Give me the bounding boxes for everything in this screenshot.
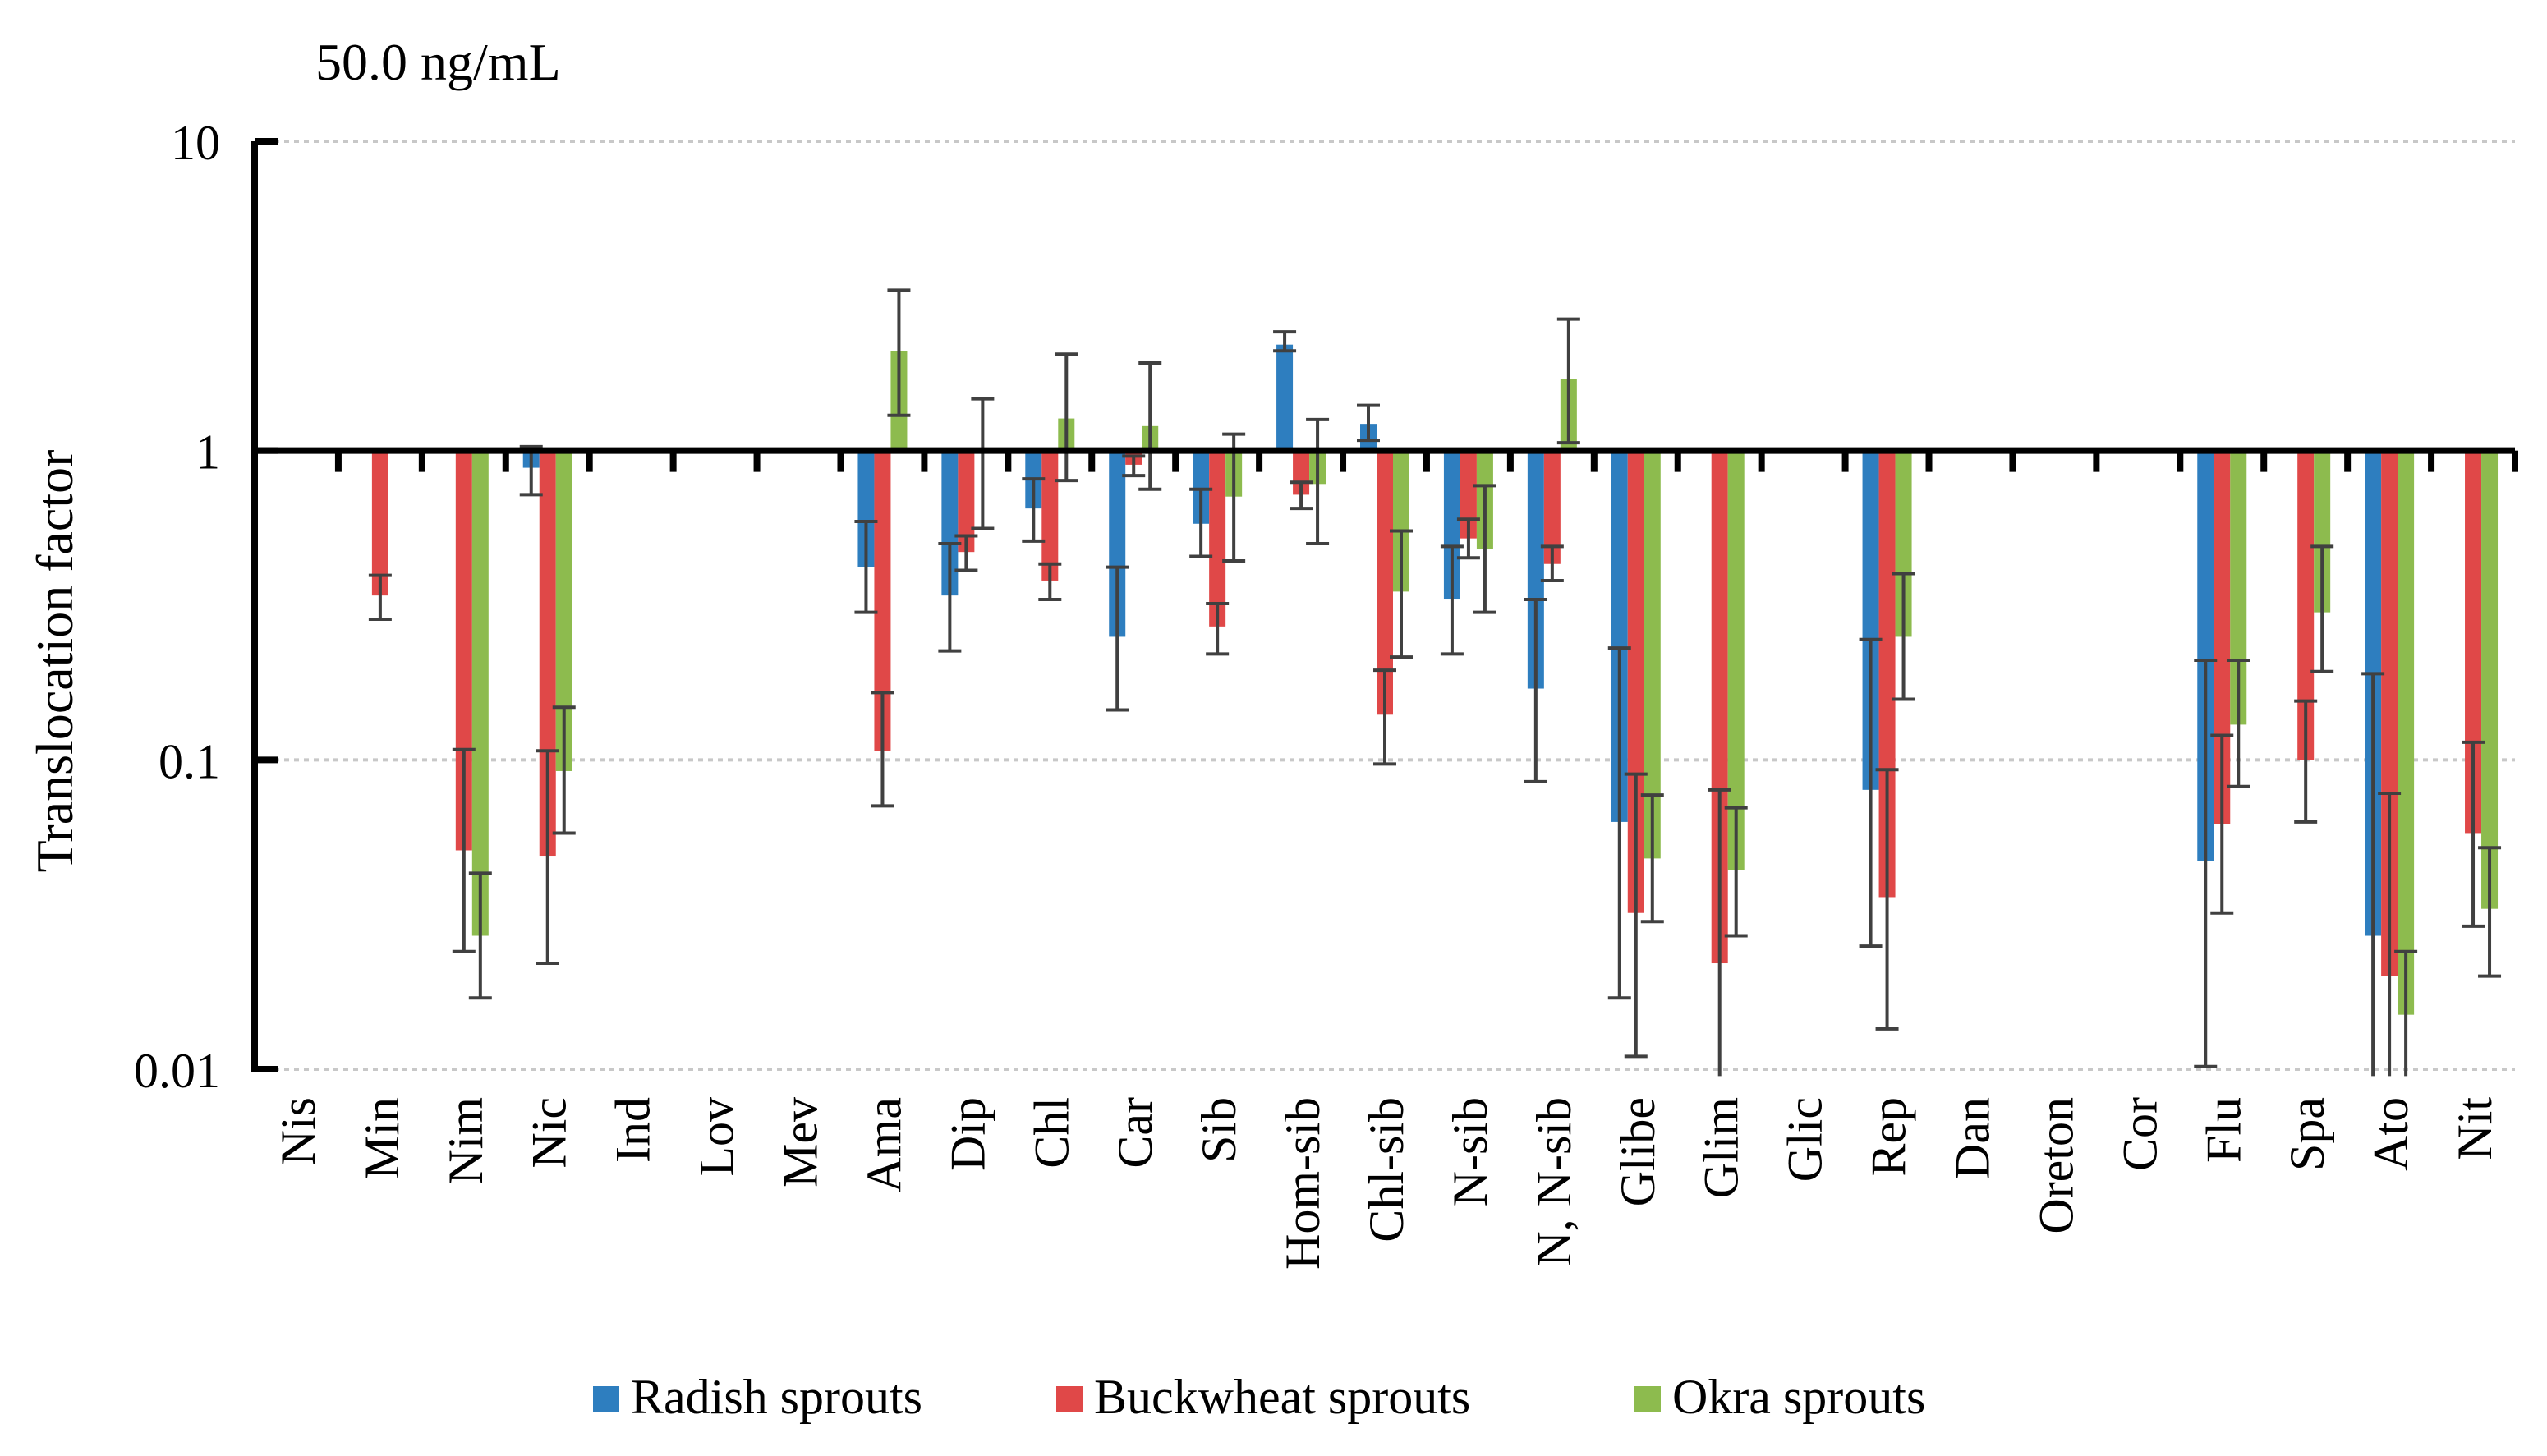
legend-swatch — [1056, 1386, 1083, 1412]
x-tick-label: Sib — [1192, 1097, 1246, 1163]
bar-group — [371, 344, 2499, 1015]
bar — [1611, 450, 1628, 822]
bar — [371, 450, 388, 596]
x-tick-label: Glim — [1694, 1097, 1749, 1198]
x-tick-label: Car — [1108, 1097, 1162, 1169]
error-bar-group — [368, 288, 2502, 1077]
legend-label: Radish sprouts — [631, 1370, 922, 1424]
bar — [2197, 450, 2214, 861]
bar — [1276, 344, 1294, 451]
legend-item: Okra sprouts — [1634, 1370, 1925, 1424]
bar — [1527, 450, 1544, 689]
bar — [2465, 450, 2482, 834]
x-tick-labels: Nis Min Nim Nic Ind Lov Mev Ama Dip Chl Car Sib Hom-… — [271, 1097, 2502, 1270]
bar — [2214, 450, 2231, 824]
bar — [1627, 450, 1644, 913]
x-tick-label: Flu — [2196, 1097, 2250, 1163]
chart-title: 50.0 ng/mL — [315, 33, 561, 91]
bar — [857, 450, 875, 567]
bar — [1041, 450, 1059, 581]
x-tick-label: Chl — [1024, 1097, 1078, 1169]
x-tick-label: N-sib — [1443, 1097, 1497, 1206]
bar — [1460, 450, 1477, 539]
bar — [1443, 450, 1460, 600]
bar — [2481, 450, 2499, 909]
bar — [2297, 450, 2315, 760]
bar — [555, 450, 572, 771]
bar — [1377, 450, 1393, 715]
x-tick-label: Cor — [2113, 1097, 2167, 1171]
x-tick-label: Ind — [606, 1097, 660, 1163]
x-tick-label: Dip — [940, 1097, 995, 1171]
x-tick-label: Glic — [1778, 1097, 1832, 1182]
bar — [1209, 450, 1226, 627]
legend-item: Buckwheat sprouts — [1056, 1370, 1470, 1424]
x-tick-label: Spa — [2280, 1097, 2334, 1171]
x-tick-label: Glibe — [1611, 1097, 1665, 1206]
x-tick-label: Mev — [774, 1097, 828, 1187]
y-tick-labels: 10 1 0.1 0.01 — [134, 116, 220, 1098]
bar — [1644, 450, 1661, 859]
bar — [1543, 450, 1561, 564]
x-tick-label: Dan — [1945, 1097, 1999, 1179]
x-tick-label: Ato — [2364, 1097, 2418, 1171]
bar — [1711, 450, 1728, 964]
x-tick-label: Oreton — [2029, 1097, 2083, 1234]
legend-swatch — [1634, 1386, 1661, 1412]
bar — [874, 450, 891, 751]
y-tick-label: 0.1 — [159, 734, 220, 788]
axes — [251, 138, 2518, 1072]
bar — [958, 450, 975, 553]
bar — [941, 450, 959, 596]
x-tick-label: Min — [355, 1097, 409, 1179]
x-tick-label: Lov — [690, 1097, 744, 1177]
y-axis-label: Translocation factor — [25, 450, 84, 873]
bar — [1878, 450, 1896, 898]
bar — [2230, 450, 2247, 725]
legend: Radish sprouts Buckwheat sprouts Okra spro… — [593, 1370, 1925, 1424]
bar — [2398, 450, 2415, 1015]
bar — [539, 450, 556, 857]
x-tick-label: Chl-sib — [1359, 1097, 1414, 1242]
x-tick-label: Ama — [857, 1097, 911, 1193]
y-tick-label: 10 — [171, 116, 220, 170]
y-tick-label: 0.01 — [134, 1044, 220, 1098]
legend-label: Buckwheat sprouts — [1094, 1370, 1470, 1424]
bar — [1393, 450, 1409, 592]
bar — [1862, 450, 1879, 790]
x-tick-label: Rep — [1862, 1097, 1916, 1177]
x-tick-label: Nit — [2448, 1097, 2502, 1160]
bar — [1193, 450, 1210, 524]
x-tick-label: Hom-sib — [1276, 1097, 1330, 1270]
legend-label: Okra sprouts — [1672, 1370, 1925, 1424]
bar — [1109, 450, 1126, 637]
bar — [1727, 450, 1745, 870]
legend-swatch — [593, 1386, 619, 1412]
legend-item: Radish sprouts — [593, 1370, 922, 1424]
x-tick-label: Nim — [439, 1097, 493, 1185]
y-tick-label: 1 — [195, 425, 220, 480]
x-tick-label: Nic — [522, 1097, 577, 1169]
bar — [471, 450, 489, 936]
bar — [1895, 450, 1912, 637]
x-tick-label: N, N-sib — [1527, 1097, 1581, 1267]
bar — [2314, 450, 2331, 613]
x-tick-label: Nis — [271, 1097, 325, 1165]
bar — [2381, 450, 2398, 976]
